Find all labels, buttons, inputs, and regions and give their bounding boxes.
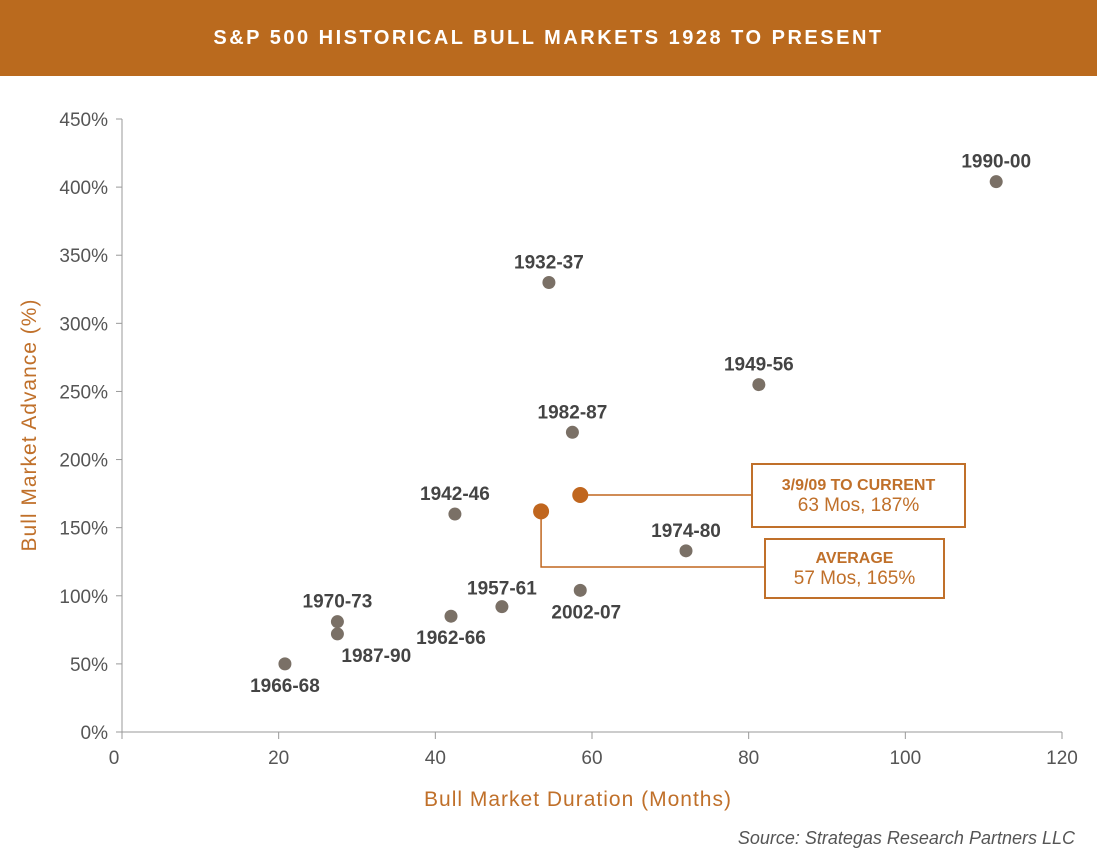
- data-point: [330, 627, 344, 641]
- callout-average-value: 57 Mos, 165%: [793, 568, 916, 589]
- average-point: [533, 503, 550, 520]
- data-label: 1970-73: [303, 592, 373, 613]
- callout-current-value: 63 Mos, 187%: [797, 495, 920, 516]
- data-label: 2002-07: [551, 602, 621, 623]
- x-tick-label: 100: [889, 748, 921, 769]
- y-tick-label: 100%: [59, 587, 108, 608]
- data-label: 1974-80: [651, 521, 721, 542]
- source-note: Source: Strategas Research Partners LLC: [737, 828, 1075, 848]
- callout-average-title: AVERAGE: [815, 550, 894, 567]
- data-point: [448, 507, 462, 521]
- x-tick-label: 40: [425, 748, 446, 769]
- x-tick-label: 120: [1046, 748, 1078, 769]
- data-label: 1957-61: [467, 579, 537, 600]
- data-point: [752, 378, 766, 392]
- data-point: [278, 657, 292, 671]
- callout-average: AVERAGE 57 Mos, 165%: [764, 538, 945, 599]
- data-point: [542, 275, 556, 289]
- data-label: 1949-56: [724, 355, 794, 376]
- data-label: 1932-37: [514, 252, 584, 273]
- data-point: [330, 615, 344, 629]
- data-point: [679, 544, 693, 558]
- y-tick-label: 0%: [81, 723, 109, 744]
- average-connector: [540, 511, 764, 568]
- data-point: [989, 175, 1003, 189]
- data-point: [444, 609, 458, 623]
- y-tick-label: 450%: [59, 110, 108, 131]
- data-point: [573, 583, 587, 597]
- data-point: [565, 425, 579, 439]
- y-tick-label: 350%: [59, 246, 108, 267]
- y-tick-label: 200%: [59, 451, 108, 472]
- chart-title: S&P 500 HISTORICAL BULL MARKETS 1928 TO …: [0, 0, 1097, 76]
- y-axis-label: Bull Market Advance (%): [18, 299, 41, 552]
- y-tick-label: 150%: [59, 519, 108, 540]
- data-label: 1987-90: [341, 646, 411, 667]
- x-tick-label: 0: [109, 748, 120, 769]
- data-point: [495, 600, 509, 614]
- callout-current-title: 3/9/09 TO CURRENT: [781, 477, 936, 494]
- data-label: 1942-46: [420, 484, 490, 505]
- y-tick-label: 50%: [70, 655, 108, 676]
- x-tick-label: 20: [268, 748, 289, 769]
- x-tick-label: 60: [581, 748, 602, 769]
- x-axis-label: Bull Market Duration (Months): [424, 788, 732, 811]
- data-label: 1962-66: [416, 628, 486, 649]
- callout-current: 3/9/09 TO CURRENT 63 Mos, 187%: [751, 463, 966, 528]
- data-label: 1966-68: [250, 676, 320, 697]
- data-label: 1982-87: [538, 402, 608, 423]
- y-tick-label: 400%: [59, 178, 108, 199]
- current-point: [572, 486, 589, 503]
- x-tick-label: 80: [738, 748, 759, 769]
- data-label: 1990-00: [961, 152, 1031, 173]
- y-tick-label: 300%: [59, 314, 108, 335]
- y-tick-label: 250%: [59, 382, 108, 403]
